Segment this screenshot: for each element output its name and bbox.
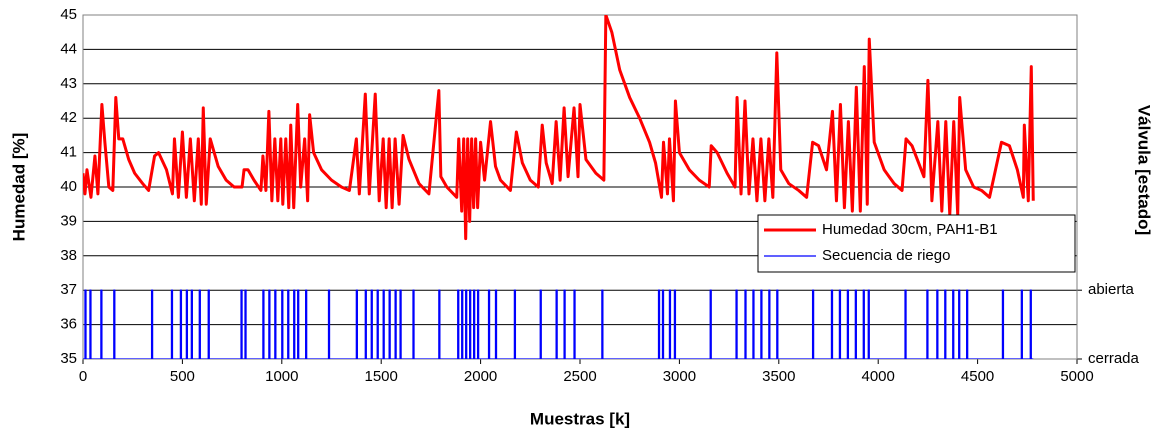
y-tick-label: 40 <box>60 178 77 195</box>
y-tick-label: 38 <box>60 247 77 264</box>
y-tick-label: 37 <box>60 281 77 298</box>
y-tick-label: 43 <box>60 75 77 92</box>
x-tick-label: 0 <box>79 368 87 385</box>
x-tick-label: 2000 <box>464 368 497 385</box>
x-tick-label: 3000 <box>663 368 696 385</box>
x-tick-label: 4500 <box>961 368 994 385</box>
y-tick-label: 35 <box>60 350 77 367</box>
y-axis-title: Humedad [%] <box>9 133 28 242</box>
legend-label: Humedad 30cm, PAH1-B1 <box>822 221 998 238</box>
y-tick-label: 39 <box>60 212 77 229</box>
y2-axis-title: Válvula [estado] <box>1135 105 1154 235</box>
x-tick-label: 2500 <box>563 368 596 385</box>
x-tick-label: 500 <box>170 368 195 385</box>
x-tick-label: 4000 <box>862 368 895 385</box>
legend-box <box>757 214 1076 273</box>
x-axis-title: Muestras [k] <box>530 409 630 428</box>
x-tick-label: 1500 <box>365 368 398 385</box>
legend-label: Secuencia de riego <box>822 247 950 264</box>
y2-tick-label: cerrada <box>1088 350 1140 367</box>
series-line <box>83 15 1035 241</box>
y2-tick-label: abierta <box>1088 281 1135 298</box>
x-tick-label: 3500 <box>762 368 795 385</box>
y-tick-label: 45 <box>60 6 77 23</box>
x-tick-label: 1000 <box>265 368 298 385</box>
x-tick-label: 5000 <box>1060 368 1093 385</box>
y-tick-label: 41 <box>60 144 77 161</box>
y-tick-label: 36 <box>60 316 77 333</box>
series-line <box>83 289 1034 359</box>
y-tick-label: 44 <box>60 40 77 57</box>
y-tick-label: 42 <box>60 109 77 126</box>
